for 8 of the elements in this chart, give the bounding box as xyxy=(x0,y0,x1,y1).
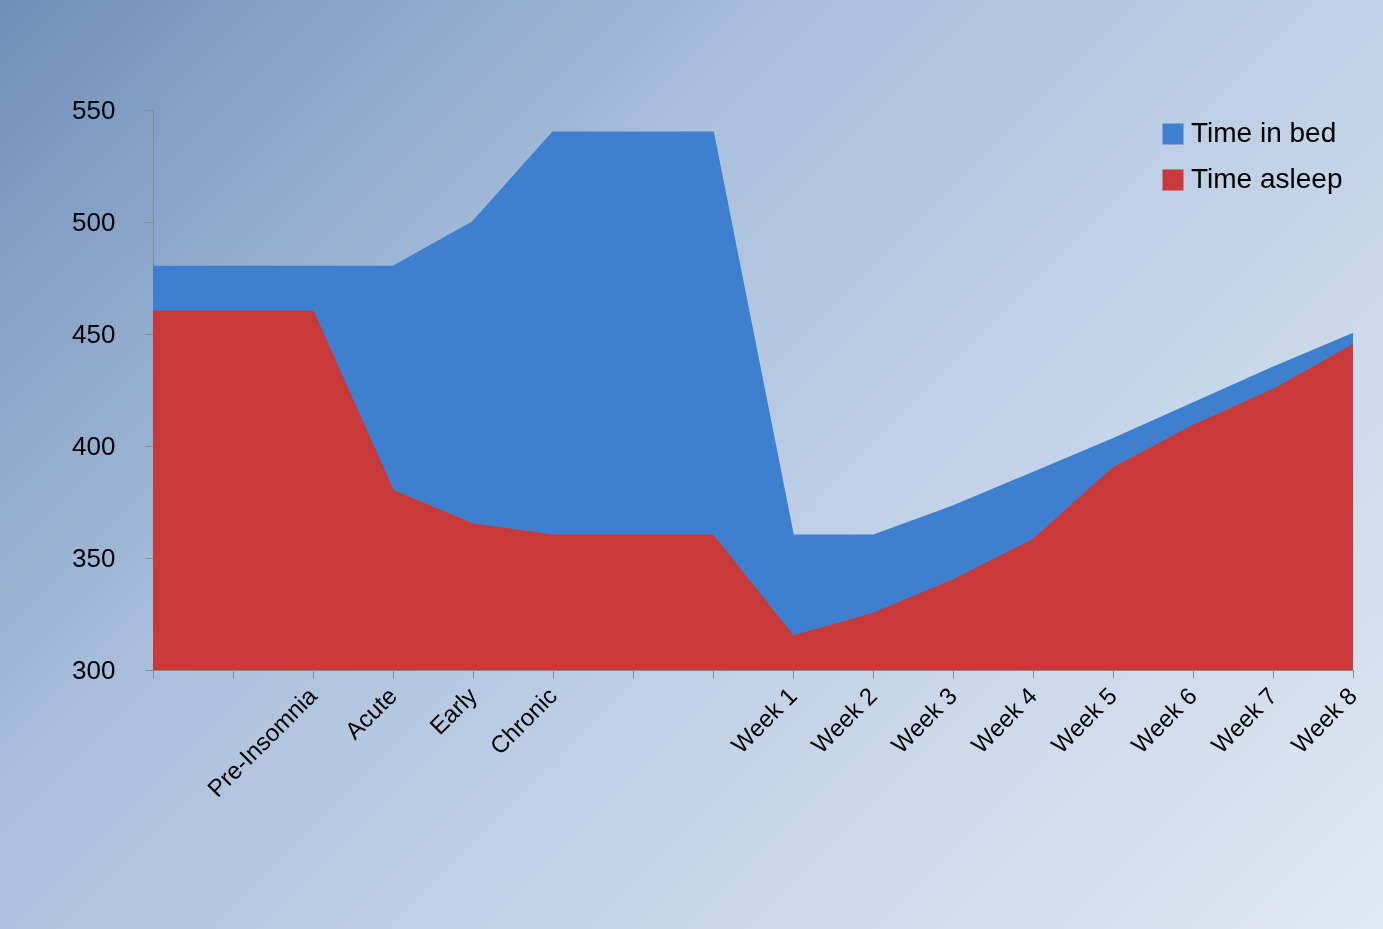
y-tick-label: 500 xyxy=(72,206,116,237)
legend-label: Time asleep xyxy=(1191,163,1343,194)
y-tick-label: 450 xyxy=(72,318,116,349)
y-tick-label: 550 xyxy=(72,94,116,125)
legend-label: Time in bed xyxy=(1191,117,1337,148)
y-tick-label: 400 xyxy=(72,430,116,461)
y-tick-label: 350 xyxy=(72,542,116,573)
y-tick-label: 300 xyxy=(72,654,116,685)
